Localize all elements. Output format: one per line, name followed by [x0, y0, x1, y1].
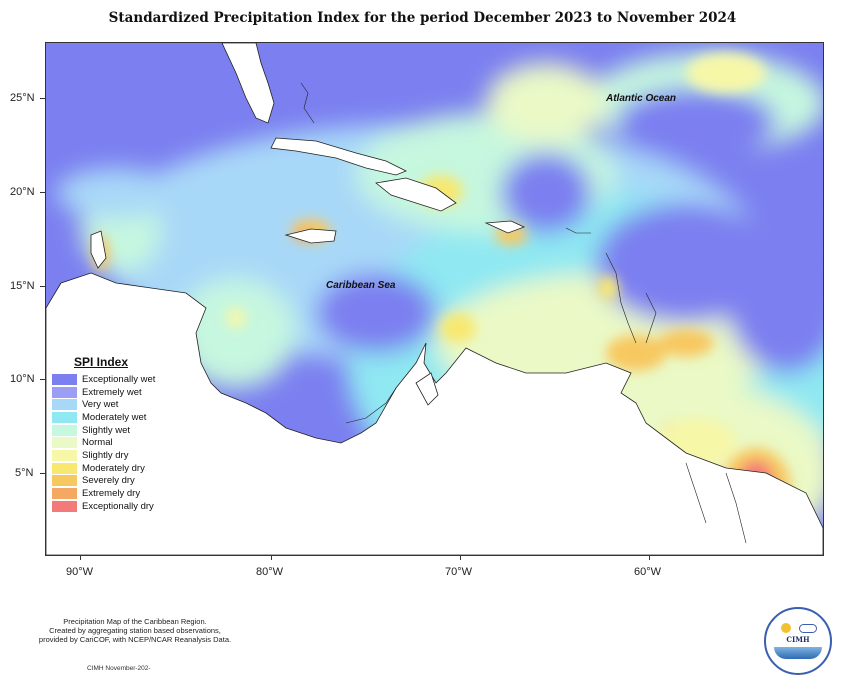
lat-tick	[40, 379, 45, 380]
sun-icon	[781, 623, 791, 633]
lon-label-60: 60°W	[634, 566, 662, 578]
legend-swatch	[52, 411, 77, 423]
legend-item: Exceptionally dry	[52, 500, 172, 513]
logo-text: CIMH	[786, 635, 810, 644]
legend-item: Exceptionally wet	[52, 373, 172, 386]
footnote-line: Precipitation Map of the Caribbean Regio…	[63, 617, 207, 626]
legend-item: Severely dry	[52, 475, 172, 488]
wave-icon	[774, 647, 822, 659]
cloud-icon	[799, 624, 817, 633]
legend-label: Extremely wet	[82, 386, 142, 398]
footnote-line: provided by CariCOF, with NCEP/NCAR Rean…	[38, 635, 232, 644]
lon-label-70: 70°W	[445, 566, 473, 578]
lon-tick	[649, 555, 650, 560]
lat-tick	[40, 473, 45, 474]
atlantic-ocean-label: Atlantic Ocean	[606, 93, 677, 104]
legend-item: Extremely wet	[52, 386, 172, 399]
legend-item: Normal	[52, 436, 172, 449]
lat-tick	[40, 98, 45, 99]
lon-label-80: 80°W	[256, 566, 284, 578]
legend-swatch	[52, 449, 77, 461]
footnote-line: Created by aggregating station based obs…	[49, 626, 221, 635]
legend-item: Moderately dry	[52, 462, 172, 475]
legend-label: Slightly wet	[82, 424, 131, 436]
spi-map	[45, 42, 824, 556]
legend-swatch	[52, 386, 77, 398]
lon-label-90: 90°W	[66, 566, 94, 578]
lat-label-10: 10°N	[10, 373, 35, 385]
legend-item: Extremely dry	[52, 487, 172, 500]
lat-label-5: 5°N	[15, 467, 34, 479]
legend-item: Moderately wet	[52, 411, 172, 424]
legend-label: Very wet	[82, 399, 119, 411]
legend-swatch	[52, 500, 77, 512]
island-outlines	[300, 82, 747, 544]
legend-swatch	[52, 399, 77, 411]
legend-swatch	[52, 424, 77, 436]
legend-swatch	[52, 488, 77, 500]
lon-tick	[271, 555, 272, 560]
lat-tick	[40, 192, 45, 193]
legend-swatch	[52, 475, 77, 487]
legend-label: Exceptionally dry	[82, 500, 154, 512]
legend-item: Very wet	[52, 398, 172, 411]
legend-item: Slightly dry	[52, 449, 172, 462]
legend-label: Normal	[82, 437, 113, 449]
legend-label: Slightly dry	[82, 449, 129, 461]
legend-title: SPI Index	[74, 355, 129, 369]
legend-label: Moderately dry	[82, 462, 145, 474]
spi-map-canvas	[46, 43, 823, 555]
landmasses	[46, 43, 823, 555]
legend-label: Exceptionally wet	[82, 373, 156, 385]
legend-label: Severely dry	[82, 475, 135, 487]
lat-label-25: 25°N	[10, 92, 35, 104]
credit-text: CIMH November-202-	[87, 665, 151, 672]
cimh-logo: CIMH	[764, 607, 832, 675]
footnote: Precipitation Map of the Caribbean Regio…	[20, 617, 250, 644]
legend-label: Extremely dry	[82, 488, 141, 500]
lat-label-15: 15°N	[10, 280, 35, 292]
lon-tick	[460, 555, 461, 560]
legend-rows: Exceptionally wet Extremely wet Very wet Mo…	[52, 373, 172, 513]
legend-swatch	[52, 373, 77, 385]
caribbean-sea-label: Caribbean Sea	[326, 280, 396, 291]
lat-tick	[40, 286, 45, 287]
legend-item: Slightly wet	[52, 424, 172, 437]
legend: SPI Index Exceptionally wet Extremely wet…	[52, 355, 172, 513]
map-title: Standardized Precipitation Index for the…	[108, 10, 737, 26]
lat-label-20: 20°N	[10, 186, 35, 198]
lon-tick	[80, 555, 81, 560]
legend-swatch	[52, 462, 77, 474]
legend-label: Moderately wet	[82, 411, 147, 423]
legend-swatch	[52, 437, 77, 449]
